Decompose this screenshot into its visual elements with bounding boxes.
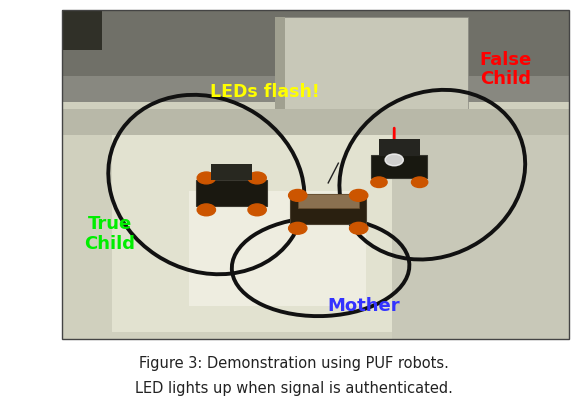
Bar <box>113 135 392 332</box>
Bar <box>188 191 366 306</box>
Bar <box>372 155 427 178</box>
Bar <box>298 194 359 208</box>
Text: Figure 3: Demonstration using PUF robots.: Figure 3: Demonstration using PUF robots… <box>139 356 448 371</box>
Bar <box>290 194 366 224</box>
Bar <box>62 10 102 50</box>
Circle shape <box>371 177 387 187</box>
Circle shape <box>385 154 403 166</box>
Text: LED lights up when signal is authenticated.: LED lights up when signal is authenticat… <box>134 381 453 396</box>
Text: True
Child: True Child <box>85 215 136 252</box>
Bar <box>62 10 569 125</box>
Text: Mother: Mother <box>328 297 400 315</box>
Bar <box>62 10 569 76</box>
Bar <box>275 17 468 109</box>
Text: False
Child: False Child <box>480 51 532 88</box>
Circle shape <box>248 172 266 184</box>
Bar <box>379 139 420 156</box>
Circle shape <box>289 222 307 234</box>
Circle shape <box>197 204 215 216</box>
Circle shape <box>411 177 428 187</box>
Circle shape <box>349 222 368 234</box>
Bar <box>275 17 285 109</box>
Bar <box>211 164 252 180</box>
Bar <box>62 109 569 135</box>
Bar <box>392 125 569 339</box>
Circle shape <box>197 172 215 184</box>
Circle shape <box>248 204 266 216</box>
Circle shape <box>289 189 307 201</box>
Bar <box>196 180 267 206</box>
Text: LEDs flash!: LEDs flash! <box>210 83 319 102</box>
Bar <box>62 102 569 339</box>
Circle shape <box>349 189 368 201</box>
